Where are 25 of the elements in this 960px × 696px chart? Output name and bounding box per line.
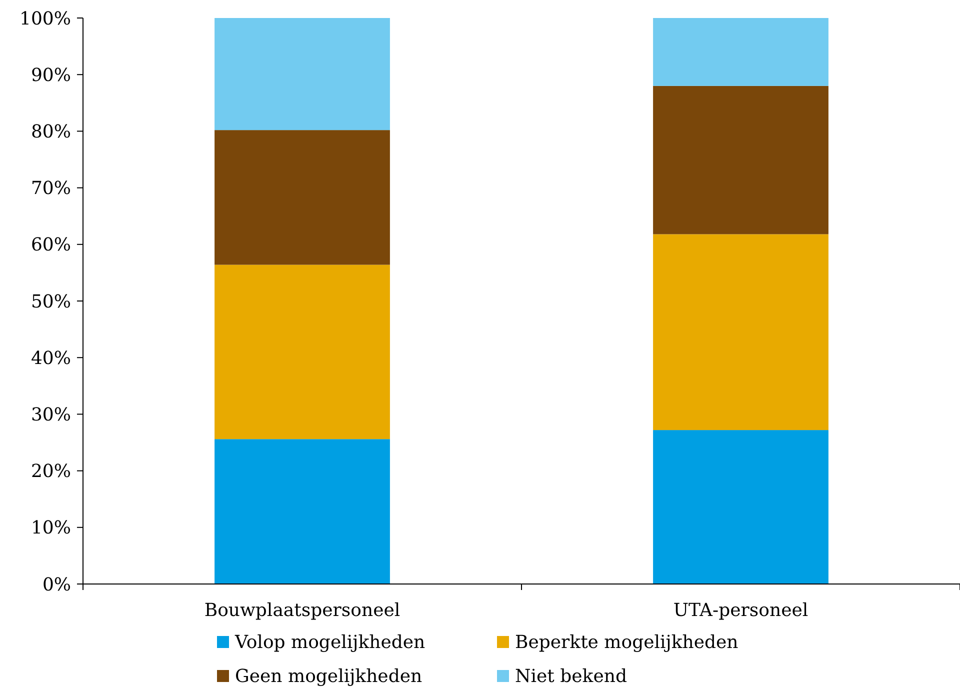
bar [653,234,828,430]
y-tick-label: 30% [30,404,71,426]
y-tick-label: 70% [30,178,71,200]
y-tick-label: 50% [30,291,71,312]
y-tick-label: 20% [30,461,71,482]
bar [214,264,390,440]
bar [214,439,390,584]
bar [653,18,828,86]
bar [214,130,390,265]
bar [214,18,390,130]
y-tick-label: 40% [30,348,71,369]
y-tick-label: 10% [30,518,71,539]
legend-label: Volop mogelijkheden [234,632,426,653]
x-tick-label: UTA-personeel [673,600,808,621]
legend-label: Geen mogelijkheden [235,666,422,687]
y-tick-label: 0% [42,574,71,596]
bar [653,430,828,584]
legend-label: Niet bekend [515,666,627,687]
y-tick-label: 80% [30,122,71,142]
x-tick-label: Bouwplaatspersoneel [204,600,400,621]
bar [653,86,828,234]
y-tick-label: 60% [30,234,71,256]
legend-label: Beperkte mogelijkheden [515,632,739,653]
y-tick-label: 90% [30,64,71,86]
y-tick-label: 100% [20,8,71,30]
